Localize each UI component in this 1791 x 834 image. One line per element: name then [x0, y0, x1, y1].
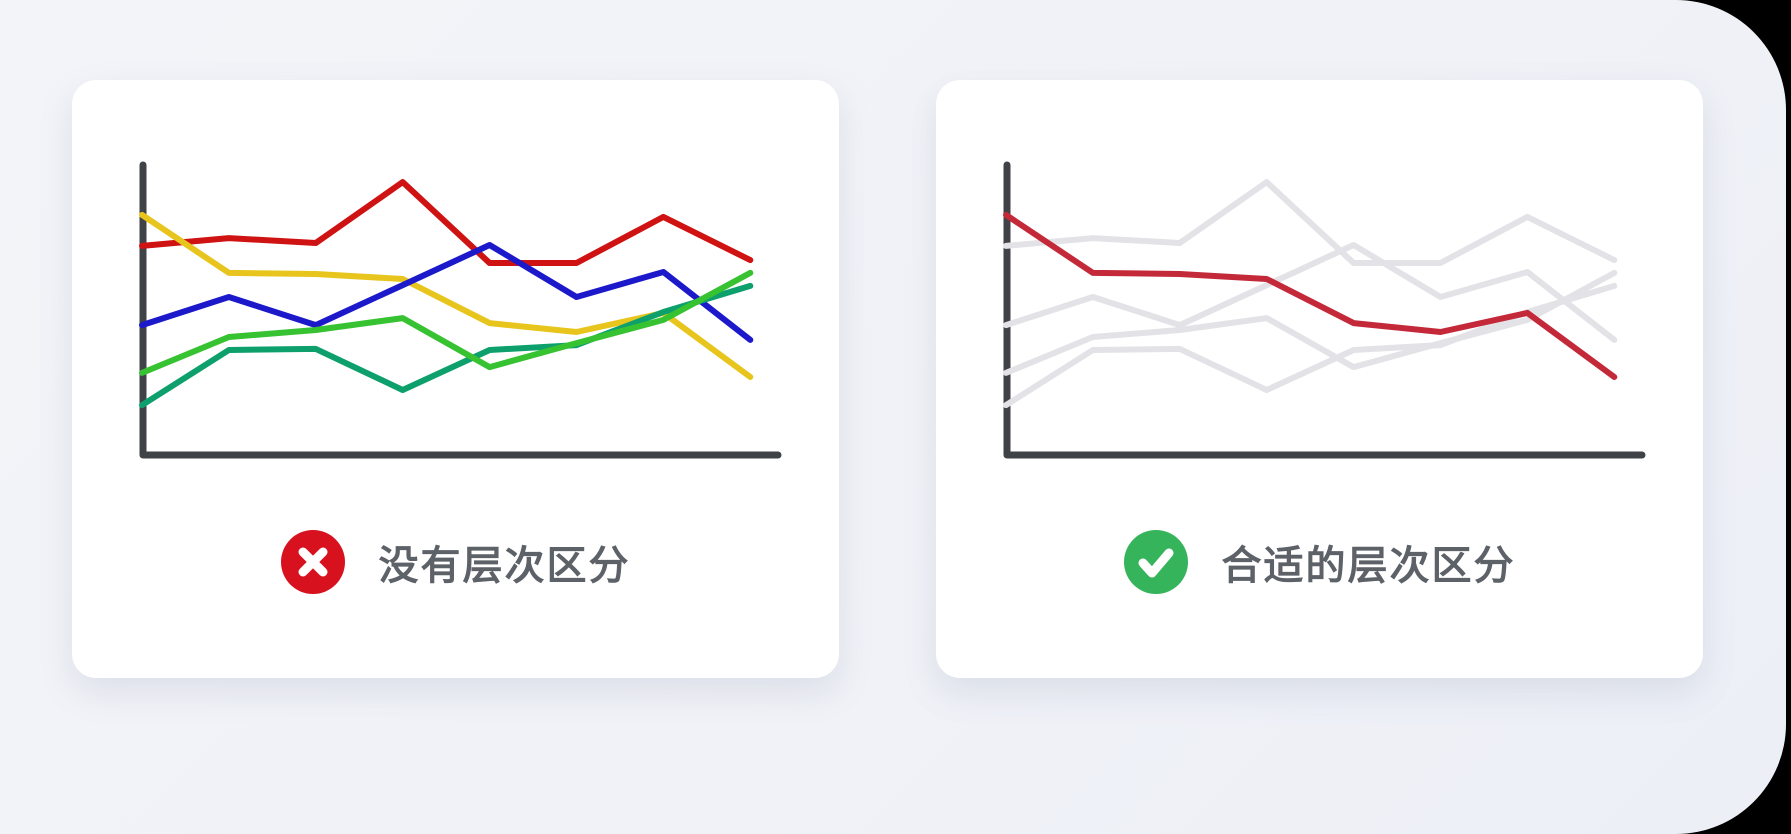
- bad-example-caption-row: 没有层次区分: [72, 529, 839, 595]
- series-line-yellow: [1003, 211, 1618, 380]
- good-example-caption-row: 合适的层次区分: [936, 529, 1703, 595]
- good-example-chart: [1003, 161, 1646, 459]
- bad-example-chart: [139, 161, 782, 459]
- chart-axes: [1003, 161, 1646, 459]
- series-line-teal: [139, 282, 754, 409]
- series-line-blue: [139, 242, 754, 343]
- series-line-green: [1003, 269, 1618, 376]
- good-example-label: 合适的层次区分: [1221, 544, 1516, 588]
- bad-example-label: 没有层次区分: [378, 544, 631, 588]
- check-icon: [1123, 530, 1188, 594]
- series-line-green: [139, 269, 754, 376]
- series-line-red: [139, 179, 754, 266]
- chart-axes: [139, 161, 782, 459]
- bad-example-card: 没有层次区分: [72, 80, 839, 678]
- good-example-card: 合适的层次区分: [936, 80, 1703, 678]
- series-line-blue: [1003, 242, 1618, 343]
- x-icon: [280, 530, 345, 594]
- series-line-red: [1003, 179, 1618, 266]
